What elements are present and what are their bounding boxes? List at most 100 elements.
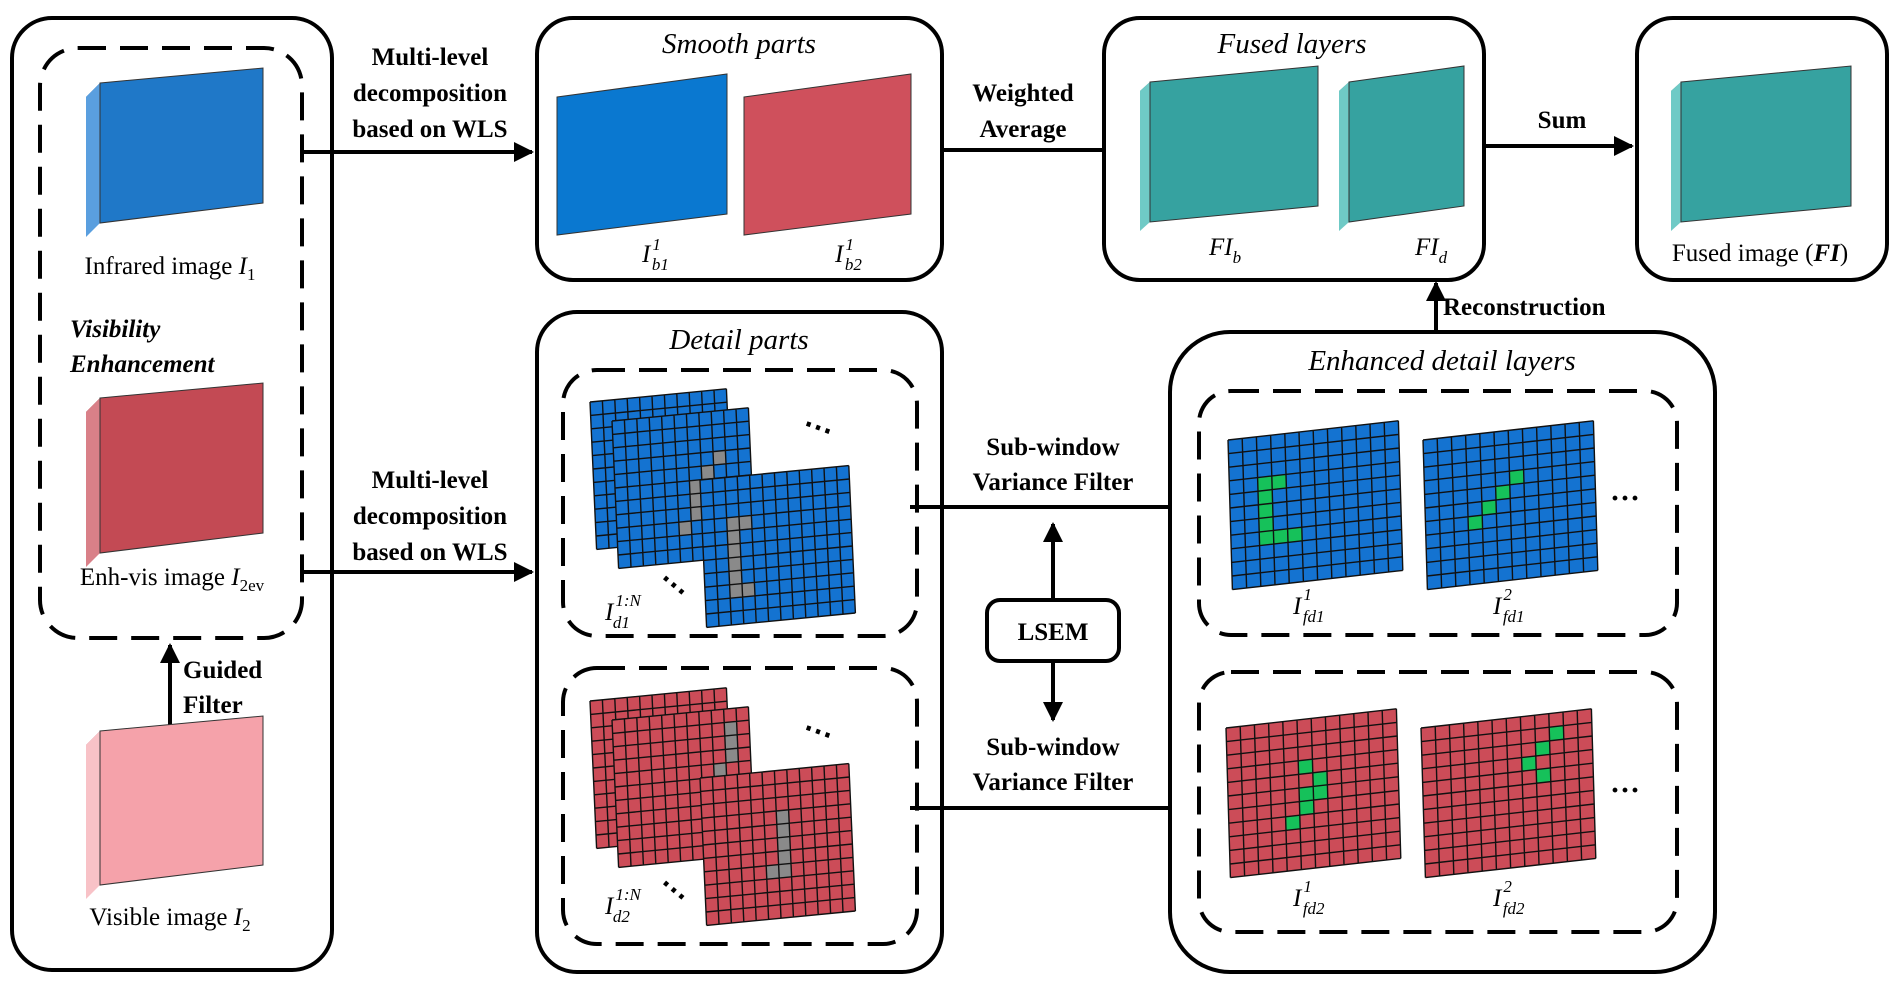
detail-grid-ir-front-cell: [727, 530, 741, 545]
detail-grid-ir-mid-cell: [689, 479, 703, 495]
detail-grid-vis-mid-cell: [713, 762, 727, 778]
enhanced-ellipsis-2: ···: [1610, 774, 1640, 807]
detail-grid-vis-front-cell: [778, 850, 791, 865]
smooth-layer-visible: [743, 73, 912, 236]
enhanced-grid-ir-1-cell: [1287, 527, 1303, 543]
detail-grid-vis-front-lines: [699, 762, 857, 927]
enhanced-grid-vis-1-cell: [1313, 784, 1328, 800]
enhanced-grid-vis-1-lines: [1225, 708, 1402, 879]
detail-grid-ir-mid-cell: [690, 493, 703, 508]
reconstruction-label: Reconstruction: [1443, 294, 1606, 321]
detail-grid-ir-front-cell: [729, 570, 742, 585]
enhanced-grid-ir-1-cell: [1271, 474, 1287, 490]
enhanced-grid-ir-2-cell: [1495, 484, 1511, 500]
fused-layers-title: Fused layers: [1217, 28, 1367, 60]
smooth-layer-infrared: [556, 73, 728, 236]
detail-grid-ir-front: [699, 464, 857, 629]
decomp-bottom-line3: based on WLS: [352, 539, 507, 566]
smooth-parts-title: Smooth parts: [662, 28, 816, 60]
detail-parts-title: Detail parts: [668, 324, 808, 356]
enhanced-grid-vis-1-cell: [1298, 759, 1313, 775]
detail-grid-ir-front-lines: [699, 464, 857, 629]
enhanced-grid-vis-2-lines: [1420, 708, 1597, 879]
enhanced-grid-vis-1-cell: [1299, 786, 1314, 802]
enhanced-label-4: I 2 fd2: [1492, 877, 1525, 918]
enhanced-grid-vis-2-cell: [1535, 740, 1550, 756]
enhanced-grids: [1225, 420, 1599, 879]
enhanced-grid-ir-2-cell: [1509, 469, 1524, 485]
enhanced-grid-vis-2-cell: [1521, 756, 1537, 772]
enhvis-caption: Enh-vis image I2ev: [80, 564, 265, 595]
enhanced-group-infrared: [1197, 389, 1679, 637]
infrared-caption: Infrared image I1: [85, 253, 256, 284]
enhanced-grid-vis-2: [1420, 708, 1597, 879]
detail-grid-vis-front-cell: [778, 863, 792, 878]
enhanced-grid-ir-1-cell: [1273, 528, 1288, 544]
guided-label-line1: Guided: [183, 657, 262, 684]
enhanced-grid-vis-1-cell: [1312, 771, 1328, 787]
detail-grid-ir-mid-cell: [678, 521, 692, 536]
lsem-label: LSEM: [1018, 619, 1089, 646]
svf-top-line1: Sub-window: [986, 434, 1119, 461]
decomp-bottom-line1: Multi-level: [372, 467, 489, 494]
svf-top-line2: Variance Filter: [973, 469, 1134, 496]
detail-grid-ir-front-cell: [729, 583, 743, 599]
weighted-line1: Weighted: [972, 80, 1073, 107]
enhanced-label-2: I 2 fd1: [1492, 585, 1525, 626]
detail-grid-ir-mid-cell: [690, 506, 704, 521]
enhanced-grid-ir-2-cell: [1468, 515, 1483, 531]
detail-grid-ir-front-cell: [727, 543, 741, 558]
fused-image-caption: Fused image (FI): [1672, 240, 1848, 267]
fused-base-layer: [1140, 65, 1319, 231]
enhanced-grid-ir-2-lines: [1422, 420, 1599, 591]
smooth-label-2: I 1 b2: [834, 235, 862, 274]
enhanced-ellipsis-1: ···: [1610, 482, 1640, 515]
visible-caption: Visible image I2: [89, 904, 250, 935]
detail-grid-ir-front-cell: [726, 516, 740, 532]
enhanced-detail-title: Enhanced detail layers: [1307, 345, 1575, 377]
detail-grid-vis-mid-cell: [724, 721, 738, 736]
detail-group-infrared: [561, 368, 919, 638]
enhanced-grid-ir-1-cell: [1258, 489, 1273, 505]
enhanced-grid-vis-1: [1225, 708, 1402, 879]
enhanced-grid-ir-1-cell: [1258, 503, 1273, 519]
visibility-enhancement-line2: Enhancement: [69, 351, 216, 378]
detail-grid-vis-mid-cell: [724, 734, 738, 750]
fused-detail-layer: [1339, 65, 1465, 231]
visible-image-block: [86, 715, 264, 899]
detail-grid-ir-mid-cell: [713, 450, 726, 465]
enhanced-group-visible: [1197, 670, 1679, 934]
detail-grid-ir-front-cell: [728, 556, 742, 572]
enhanced-grid-vis-1-cell: [1299, 800, 1314, 816]
svf-bottom-line1: Sub-window: [986, 734, 1119, 761]
enhanced-grid-ir-1-cell: [1257, 476, 1273, 492]
detail-grid-vis-front: [699, 762, 857, 927]
enhanced-grid-ir-1-cell: [1258, 516, 1274, 532]
detail-grid-ir-front-cell: [742, 582, 755, 597]
sum-label: Sum: [1538, 107, 1587, 134]
enhanced-grid-vis-1-cell: [1285, 815, 1301, 831]
enhanced-grid-ir-1: [1227, 420, 1404, 591]
visibility-enhancement-line1: Visibility: [70, 316, 161, 343]
decomp-top-line1: Multi-level: [372, 44, 489, 71]
decomp-top-line3: based on WLS: [352, 116, 507, 143]
decomp-top-line2: decomposition: [353, 80, 507, 107]
enhanced-grid-ir-1-cell: [1259, 530, 1274, 546]
infrared-image-block: [86, 67, 264, 237]
detail-grid-vis-mid-cell: [725, 748, 739, 763]
smooth-label-1: I 1 b1: [641, 235, 669, 274]
fused-label-detail: FId: [1414, 234, 1448, 267]
detail-grids: [589, 388, 857, 927]
detail-grid-ir-front-cell: [739, 515, 752, 530]
weighted-line2: Average: [980, 116, 1067, 143]
detail-grid-vis-front-cell: [776, 823, 790, 838]
enhanced-grid-ir-1-lines: [1227, 420, 1404, 591]
detail-label-2: I 1:N d2: [604, 885, 642, 926]
enhanced-grid-ir-2: [1422, 420, 1599, 591]
svf-bottom-line2: Variance Filter: [973, 769, 1134, 796]
enhancement-group: [38, 46, 304, 640]
decomp-bottom-line2: decomposition: [353, 503, 507, 530]
detail-grid-vis-front-cell: [777, 836, 791, 852]
detail-grid-vis-front-cell: [766, 864, 780, 880]
enhanced-grid-ir-2-cell: [1481, 500, 1497, 516]
